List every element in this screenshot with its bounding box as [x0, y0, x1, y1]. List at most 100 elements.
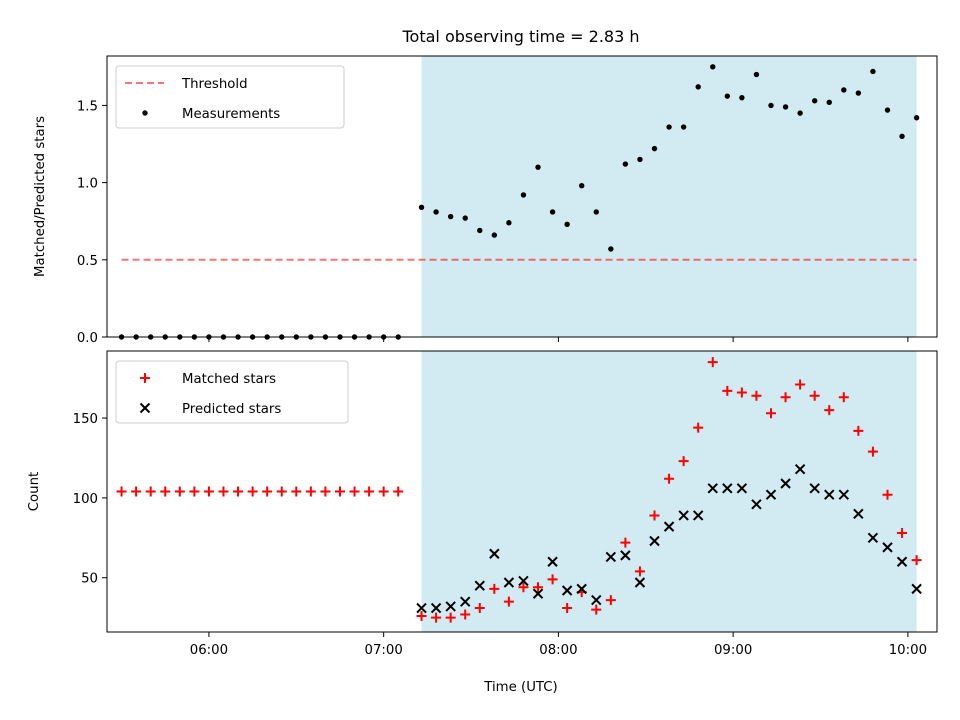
- matched-stars-point: [882, 489, 893, 500]
- bottom-x-tick-label: 07:00: [365, 643, 403, 658]
- top-y-tick-label: 0.5: [77, 254, 98, 269]
- measurements-point: [695, 84, 701, 90]
- matched-stars-point: [897, 528, 908, 539]
- matched-stars-point: [145, 486, 156, 497]
- predicted-stars-point: [722, 483, 733, 494]
- predicted-stars-point: [532, 588, 544, 599]
- measurements-point: [477, 227, 483, 234]
- measurements-point: [608, 246, 614, 252]
- matched-stars-point: [218, 486, 229, 497]
- matched-stars-point: [203, 486, 214, 497]
- matched-stars-point: [503, 596, 514, 607]
- measurements-point: [462, 215, 468, 221]
- matched-stars-point: [751, 390, 762, 401]
- measurements-point: [666, 124, 672, 130]
- matched-stars-point: [116, 486, 127, 497]
- matched-stars-point: [131, 486, 142, 497]
- top-observing-window-span: [421, 56, 917, 337]
- matched-stars-point: [393, 486, 404, 497]
- matched-stars-point: [334, 486, 345, 497]
- matched-stars-point: [431, 612, 442, 623]
- predicted-stars-point: [896, 556, 908, 567]
- predicted-stars-point: [605, 551, 617, 563]
- bottom-legend: Matched stars Predicted stars: [115, 360, 349, 424]
- matched-stars-point: [189, 486, 200, 497]
- bottom-x-tick-label: 08:00: [539, 643, 577, 658]
- threshold-legend-label: Threshold: [181, 77, 248, 92]
- predicted-stars-point: [460, 596, 471, 607]
- matched-stars-point: [678, 456, 689, 467]
- matched-stars-point: [795, 379, 806, 390]
- matched-stars-point: [853, 425, 864, 436]
- matched-stars-point: [605, 595, 616, 606]
- predicted-stars-point: [503, 577, 515, 588]
- matched-stars-point: [591, 604, 602, 615]
- predicted-stars-point: [736, 483, 748, 494]
- predicted-stars-point: [853, 508, 864, 520]
- top-y-axis-label: Matched/Predicted stars: [33, 116, 48, 277]
- matched-stars-point: [364, 486, 375, 497]
- predicted-stars-point: [867, 532, 879, 544]
- matched-stars-point: [460, 609, 471, 620]
- top-y-tick-label: 0.0: [77, 331, 98, 346]
- matched-stars-legend-handle: [140, 373, 150, 383]
- matched-stars-point: [489, 583, 500, 594]
- measurements-point: [739, 94, 745, 101]
- predicted-stars-point: [576, 583, 587, 595]
- measurements-point: [826, 99, 832, 106]
- measurements-point: [637, 156, 643, 163]
- predicted-stars-point: [663, 521, 675, 532]
- measurements-point: [520, 192, 527, 198]
- bottom-y-tick-label: 150: [73, 412, 98, 427]
- measurements-point: [491, 232, 498, 238]
- predicted-stars-point: [882, 542, 893, 553]
- matched-stars-point: [305, 486, 316, 497]
- top-axes-frame: [106, 55, 938, 338]
- predicted-stars-point: [692, 510, 704, 521]
- measurements-point: [710, 64, 716, 70]
- matched-stars-point: [780, 392, 791, 403]
- matched-stars-point: [620, 537, 631, 548]
- measurements-point: [724, 93, 731, 99]
- predicted-stars-point: [678, 510, 689, 521]
- matched-stars-point: [291, 486, 302, 497]
- matched-stars-point: [320, 486, 331, 497]
- matched-stars-point: [174, 486, 185, 497]
- measurements-point: [870, 68, 876, 75]
- matched-stars-point: [722, 385, 733, 396]
- measurements-point: [782, 104, 789, 110]
- measurements-point: [811, 98, 818, 104]
- matched-stars-point: [809, 390, 820, 401]
- measurements-point: [535, 164, 541, 170]
- top-legend-box: [115, 65, 345, 129]
- measurements-point: [841, 87, 847, 93]
- predicted-stars-point: [547, 556, 558, 567]
- measurements-point: [433, 209, 439, 215]
- predicted-stars-point: [751, 499, 762, 510]
- predicted-stars-point: [518, 575, 529, 587]
- measurements-point: [447, 213, 454, 220]
- matched-stars-point: [533, 582, 544, 593]
- predicted-stars-point: [561, 585, 573, 596]
- bottom-x-tick-label: 06:00: [190, 643, 228, 658]
- matched-stars-point: [416, 611, 427, 622]
- measurements-point: [913, 115, 920, 121]
- matched-stars-point: [518, 582, 529, 593]
- matched-stars-point: [838, 392, 849, 403]
- top-y-tick-label: 1.5: [77, 99, 98, 114]
- matched-stars-point: [911, 555, 922, 566]
- predicted-stars-legend-handle: [139, 402, 151, 414]
- bottom-y-tick-label: 50: [81, 572, 98, 587]
- matched-stars-point: [664, 473, 675, 484]
- matched-stars-point: [736, 387, 747, 398]
- x-axis-label: Time (UTC): [483, 680, 558, 695]
- measurements-point: [564, 221, 570, 227]
- measurements-point: [680, 124, 687, 130]
- predicted-stars-point: [445, 601, 456, 612]
- matched-stars-point: [649, 510, 660, 521]
- bottom-x-tick-label: 10:00: [889, 643, 927, 658]
- bottom-legend-box: [115, 360, 349, 424]
- measurements-point: [579, 182, 585, 189]
- matched-stars-point: [562, 603, 573, 614]
